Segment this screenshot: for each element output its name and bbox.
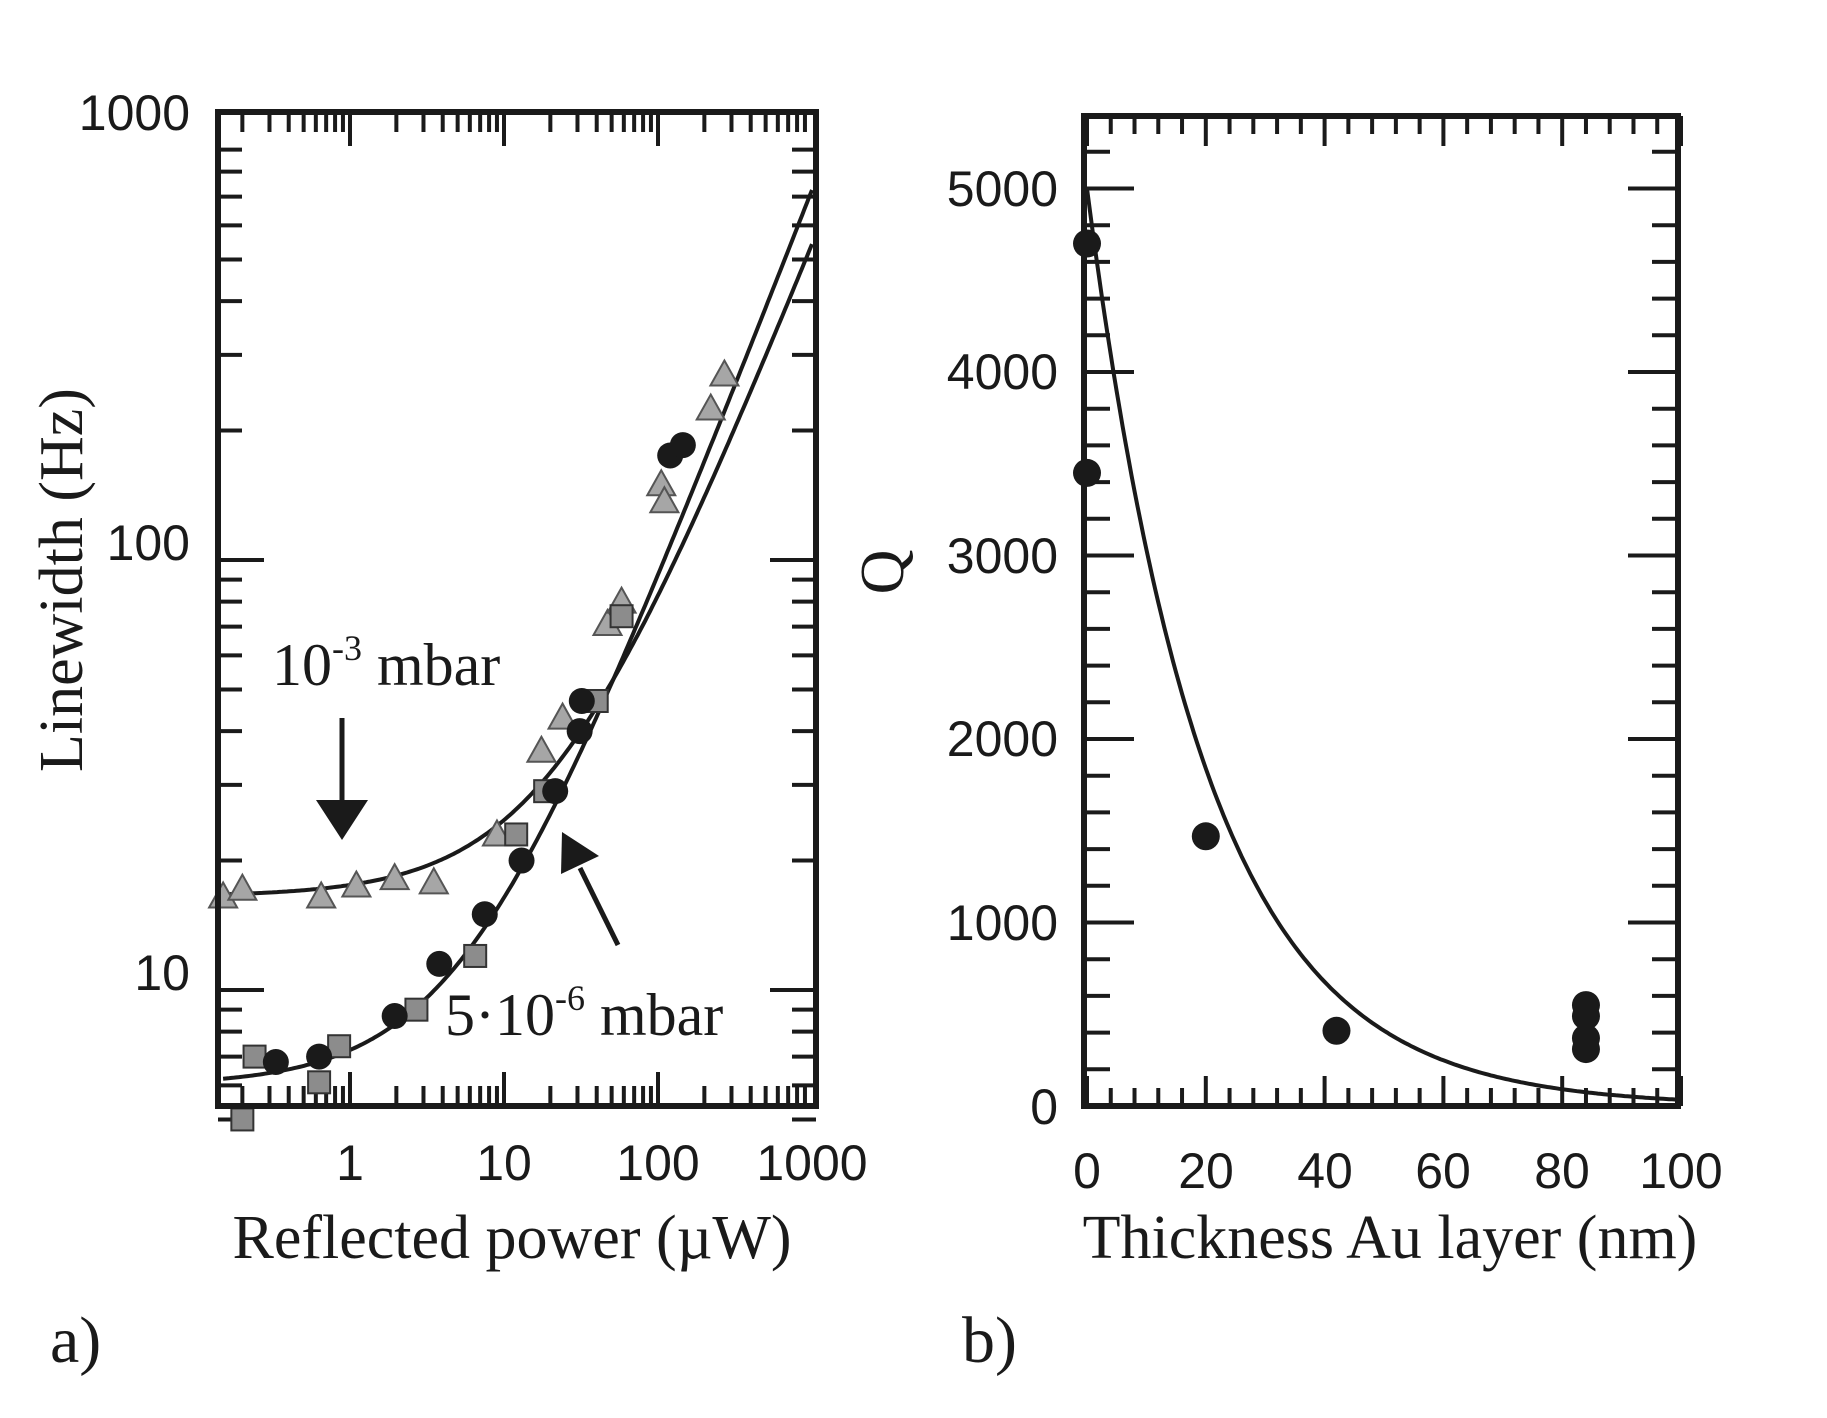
triangle-marker xyxy=(708,358,741,387)
x-tick-label: 100 xyxy=(616,1135,699,1191)
square-marker xyxy=(242,1044,267,1069)
triangle-marker xyxy=(695,392,727,421)
y-tick-label: 4000 xyxy=(947,344,1058,400)
circle-marker xyxy=(566,718,593,745)
y-tick-label: 0 xyxy=(1030,1079,1058,1135)
square-marker xyxy=(504,822,529,847)
panel-b-minor-ticks xyxy=(1084,116,1678,1106)
circle-marker xyxy=(542,778,569,805)
circle-marker xyxy=(306,1043,333,1070)
annotation-unit: mbar xyxy=(585,982,723,1048)
y-tick-label: 3000 xyxy=(947,528,1058,584)
circle-marker xyxy=(1322,1016,1351,1045)
panel-b: 5000 4000 3000 2000 1000 0 0 20 40 60 80… xyxy=(849,113,1723,1377)
circle-marker xyxy=(1191,822,1220,851)
annotation-low-vacuum: 10-3 mbar xyxy=(272,628,500,698)
annotation-exponent: -6 xyxy=(555,978,585,1018)
square-marker xyxy=(230,1107,255,1132)
annotation-base: 10 xyxy=(272,632,332,698)
square-marker xyxy=(609,604,634,629)
triangle-marker xyxy=(226,872,259,901)
y-tick-label: 2000 xyxy=(947,711,1058,767)
y-tick-label: 1000 xyxy=(79,85,190,141)
square-marker xyxy=(463,943,488,968)
triangle-marker xyxy=(648,485,681,514)
y-tick-label: 1000 xyxy=(947,895,1058,951)
y-axis-title: Q xyxy=(849,550,917,595)
x-axis-title: Reflected power (µW) xyxy=(233,1204,792,1272)
x-tick-label: 100 xyxy=(1639,1143,1722,1199)
panel-a: 1000 100 10 1 10 100 1000 Reflected powe… xyxy=(28,85,868,1377)
y-tick-label: 10 xyxy=(134,945,190,1001)
x-tick-label: 60 xyxy=(1415,1143,1471,1199)
y-axis-title: Linewidth (Hz) xyxy=(28,388,96,772)
panel-label-b: b) xyxy=(962,1304,1017,1377)
panel-b-frame xyxy=(1081,113,1681,1109)
y-tick-label: 100 xyxy=(107,515,190,571)
circle-marker xyxy=(669,432,696,459)
x-tick-label: 0 xyxy=(1073,1143,1101,1199)
square-marker xyxy=(327,1034,352,1059)
x-tick-label: 20 xyxy=(1178,1143,1234,1199)
x-tick-label: 1 xyxy=(336,1135,364,1191)
panel-b-fit-curve xyxy=(1085,188,1682,1102)
fit-curve-q xyxy=(1085,188,1682,1102)
panel-label-a: a) xyxy=(50,1304,101,1377)
triangle-marker xyxy=(418,866,450,895)
x-tick-label: 10 xyxy=(476,1135,532,1191)
circle-marker xyxy=(1571,1002,1600,1031)
panel-b-major-ticks xyxy=(1084,116,1683,1108)
square-marker xyxy=(307,1070,332,1095)
fit-curve-low-vacuum xyxy=(223,243,814,897)
square-marker xyxy=(404,997,429,1022)
arrow-up-left xyxy=(561,832,621,947)
circle-marker xyxy=(1571,1035,1600,1064)
triangle-marker xyxy=(546,701,579,730)
triangle-marker xyxy=(525,734,558,763)
circle-marker xyxy=(471,901,498,928)
panel-a-frame xyxy=(215,109,819,1109)
panel-b-data-points xyxy=(1073,229,1600,1064)
circle-marker xyxy=(262,1049,289,1076)
annotation-exponent: -3 xyxy=(332,628,362,668)
annotation-unit: mbar xyxy=(362,632,500,698)
triangle-marker xyxy=(481,818,513,847)
x-tick-label: 80 xyxy=(1534,1143,1590,1199)
triangle-marker xyxy=(305,880,337,909)
triangle-marker xyxy=(378,862,411,891)
circle-marker xyxy=(568,687,595,714)
triangle-marker xyxy=(340,869,373,898)
x-tick-label: 1000 xyxy=(756,1135,867,1191)
circle-marker xyxy=(426,950,453,977)
circle-marker xyxy=(508,847,535,874)
panel-a-data-points xyxy=(207,358,741,1132)
circle-marker xyxy=(381,1003,408,1030)
x-axis-title: Thickness Au layer (nm) xyxy=(1083,1204,1698,1272)
arrow-down xyxy=(316,718,368,840)
panel-a-major-ticks xyxy=(218,112,816,1106)
y-tick-label: 5000 xyxy=(947,161,1058,217)
panel-a-minor-ticks xyxy=(218,112,816,1122)
x-tick-label: 40 xyxy=(1297,1143,1353,1199)
annotation-base: 5·10 xyxy=(445,982,555,1048)
annotation-high-vacuum: 5·10-6 mbar xyxy=(445,978,723,1048)
